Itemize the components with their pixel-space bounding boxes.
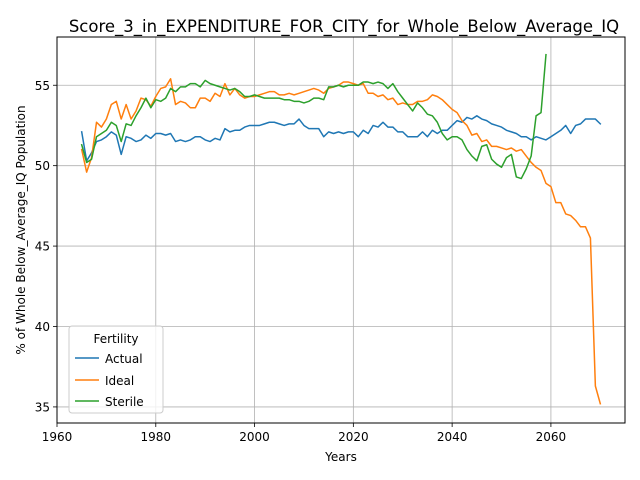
y-axis-label: % of Whole Below_Average_IQ Population: [14, 105, 28, 354]
y-tick-label: 45: [35, 240, 50, 254]
y-tick-label: 40: [35, 320, 50, 334]
x-tick-label: 1960: [42, 430, 73, 444]
legend-title: Fertility: [93, 332, 138, 346]
x-tick-label: 2000: [239, 430, 270, 444]
x-tick-label: 2020: [338, 430, 369, 444]
plot-area-frame: [56, 36, 626, 424]
y-axis-ticks: 35 40 45 50 55: [35, 79, 57, 414]
legend-box: [68, 325, 164, 414]
chart-title: Score_3_in_EXPENDITURE_FOR_CITY_for_Whol…: [69, 17, 619, 37]
y-tick-label: 50: [35, 159, 50, 173]
legend: Fertility Actual Ideal Sterile: [68, 325, 164, 414]
legend-label-sterile: Sterile: [105, 395, 144, 409]
y-tick-label: 35: [35, 400, 50, 414]
y-tick-label: 55: [35, 79, 50, 93]
series-line-ideal: [80, 78, 602, 405]
legend-label-ideal: Ideal: [105, 374, 134, 388]
series-line-actual: [80, 115, 602, 162]
x-tick-label: 1980: [141, 430, 172, 444]
x-axis-label: Years: [324, 450, 357, 464]
x-tick-label: 2040: [437, 430, 468, 444]
x-axis-ticks: 1960 1980 2000 2020 2040 2060: [42, 423, 566, 444]
legend-label-actual: Actual: [105, 352, 143, 366]
series-line-sterile: [80, 53, 547, 180]
x-tick-label: 2060: [536, 430, 567, 444]
series-layer: [80, 53, 602, 405]
